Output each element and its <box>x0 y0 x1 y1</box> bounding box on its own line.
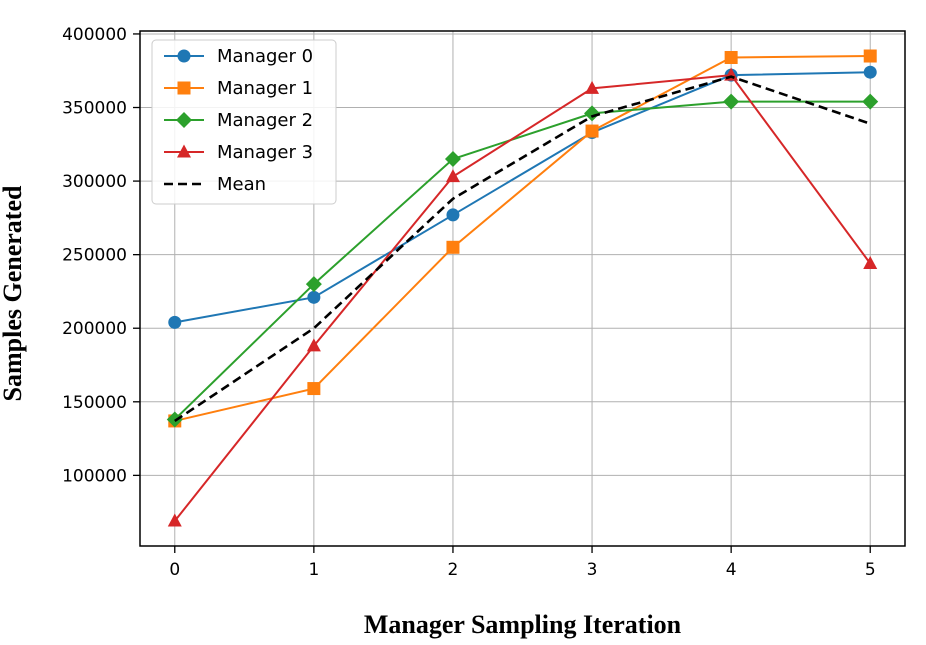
legend-marker <box>177 49 191 63</box>
legend-box <box>151 39 337 205</box>
y-tick-label: 100000 <box>62 466 127 486</box>
data-point <box>584 105 601 122</box>
x-axis-title: Manager Sampling Iteration <box>364 610 682 639</box>
data-point <box>306 338 321 352</box>
data-point <box>307 382 321 396</box>
y-tick-label: 350000 <box>62 99 127 119</box>
y-tick-label: 400000 <box>62 25 127 45</box>
series-layer <box>166 49 879 527</box>
legend-label: Manager 2 <box>217 110 313 131</box>
x-tick-label: 1 <box>308 560 319 580</box>
legend-marker <box>177 81 191 95</box>
plot-frame <box>139 30 906 547</box>
x-tick-label: 4 <box>726 560 737 580</box>
legend-label: Manager 0 <box>217 46 313 67</box>
data-point <box>585 124 599 138</box>
data-point <box>585 80 600 94</box>
data-point <box>862 93 879 110</box>
legend-label: Manager 1 <box>217 78 313 99</box>
y-tick-label: 200000 <box>62 319 127 339</box>
legend-marker <box>176 112 192 128</box>
y-tick-label: 300000 <box>62 172 127 192</box>
legend-label: Manager 3 <box>217 142 313 163</box>
y-tick-label: 150000 <box>62 393 127 413</box>
y-tick-label: 250000 <box>62 246 127 266</box>
data-point <box>446 208 460 222</box>
series-mean <box>174 75 871 423</box>
data-point <box>305 276 322 293</box>
x-tick-label: 5 <box>865 560 876 580</box>
data-point <box>723 93 740 110</box>
legend-entry: Mean <box>164 174 266 195</box>
ticks: 100000 150000 200000 250000 300000 350000 4000… <box>62 25 876 580</box>
legend-marker <box>177 144 191 158</box>
series-manager-3 <box>167 67 878 527</box>
series-line <box>174 100 871 421</box>
series-line <box>174 75 871 423</box>
data-point <box>307 290 321 304</box>
x-tick-label: 0 <box>169 560 180 580</box>
x-tick-label: 3 <box>587 560 598 580</box>
data-point <box>167 513 182 527</box>
series-line <box>174 71 871 324</box>
data-point <box>444 151 461 168</box>
legend-entry: Manager 2 <box>164 110 313 131</box>
data-point <box>446 240 460 254</box>
legend-entry: Manager 3 <box>164 142 313 163</box>
data-point <box>863 255 878 269</box>
legend-entry: Manager 1 <box>164 78 313 99</box>
series-manager-2 <box>166 93 879 428</box>
data-point <box>863 65 877 79</box>
x-tick-label: 2 <box>448 560 459 580</box>
data-point <box>168 315 182 329</box>
data-point <box>863 49 877 63</box>
legend-entry: Manager 0 <box>164 46 313 67</box>
y-axis-title: Samples Generated <box>0 185 27 401</box>
data-point <box>445 169 460 183</box>
series-line <box>174 55 871 422</box>
legend: Manager 0 Manager 1 Manager 2 Manager 3 Mean <box>151 39 337 205</box>
series-line <box>173 74 872 522</box>
legend-label: Mean <box>217 174 266 195</box>
data-point <box>724 50 738 64</box>
